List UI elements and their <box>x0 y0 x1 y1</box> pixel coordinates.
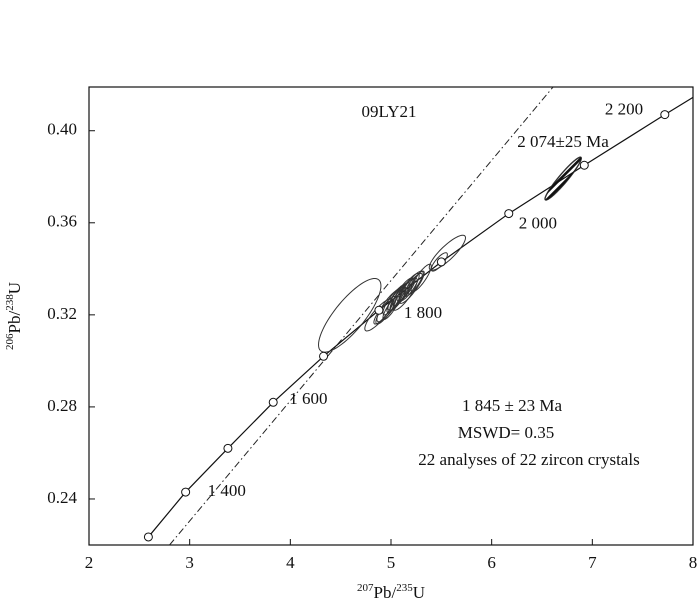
y-tick-label: 0.40 <box>47 120 77 139</box>
age-label: 2 000 <box>519 213 557 232</box>
x-tick-label: 6 <box>487 553 496 572</box>
error-ellipse <box>398 270 424 304</box>
x-tick-label: 2 <box>85 553 94 572</box>
age-label: 1 400 <box>208 481 246 500</box>
y-label-sup: 238 <box>4 294 16 311</box>
error-ellipse <box>392 277 418 311</box>
x-tick-label: 8 <box>689 553 698 572</box>
x-axis-label: 207Pb/235U <box>357 582 425 602</box>
y-tick-label: 0.36 <box>47 212 77 231</box>
y-label-text: Pb/ <box>5 311 24 334</box>
x-label-sup: 235 <box>396 582 413 594</box>
age-marker <box>319 351 329 361</box>
x-tick-label: 3 <box>185 553 194 572</box>
error-ellipse <box>428 234 466 271</box>
hatch-line <box>545 157 582 200</box>
age-annotation: 1 845 ± 23 Ma <box>462 396 562 415</box>
age-marker <box>504 209 514 219</box>
y-tick-label: 0.28 <box>47 396 77 415</box>
mswd-annotation: MSWD= 0.35 <box>458 423 554 442</box>
analyses-annotation: 22 analyses of 22 zircon crystals <box>418 450 639 469</box>
y-tick-label: 0.32 <box>47 304 77 323</box>
y-label-text: U <box>5 282 24 294</box>
highlight-age: 2 074±25 Ma <box>517 132 609 151</box>
y-label-sup: 206 <box>4 333 16 350</box>
x-label-text: U <box>413 583 425 602</box>
age-marker <box>579 160 589 170</box>
error-ellipse <box>318 278 382 353</box>
x-label-sup: 207 <box>357 582 374 594</box>
age-marker <box>436 257 446 267</box>
error-ellipse <box>373 300 393 325</box>
age-marker <box>268 397 278 407</box>
sample-name: 09LY21 <box>362 102 417 121</box>
age-label: 1 600 <box>289 389 327 408</box>
x-label-text: Pb/ <box>374 583 397 602</box>
y-axis-label: 206Pb/238U <box>4 282 24 350</box>
x-tick-label: 4 <box>286 553 295 572</box>
age-label: 2 200 <box>605 100 643 119</box>
age-label: 1 800 <box>404 303 442 322</box>
age-marker <box>223 443 233 453</box>
age-marker <box>660 110 670 120</box>
age-marker <box>374 305 384 315</box>
age-marker <box>181 487 191 497</box>
hatch-line <box>545 157 582 200</box>
hatch-line <box>545 157 582 200</box>
x-tick-label: 7 <box>588 553 597 572</box>
hatch-line <box>545 157 582 200</box>
error-ellipse <box>410 263 432 293</box>
age-marker <box>143 532 153 542</box>
y-tick-label: 0.24 <box>47 488 77 507</box>
x-tick-label: 5 <box>387 553 396 572</box>
discordia-line <box>169 86 554 546</box>
plot-frame <box>88 86 694 546</box>
error-ellipse <box>386 284 406 314</box>
